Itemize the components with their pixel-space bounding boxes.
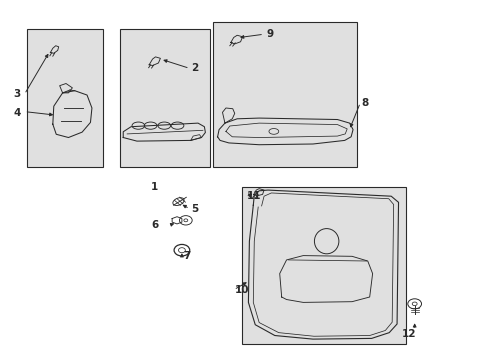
- Text: 2: 2: [190, 63, 198, 73]
- Bar: [212, 22, 356, 167]
- Text: 6: 6: [151, 220, 159, 230]
- Text: 12: 12: [401, 329, 416, 339]
- Text: 9: 9: [266, 29, 273, 39]
- Bar: [120, 29, 210, 167]
- Bar: [242, 187, 405, 344]
- Text: 7: 7: [183, 251, 190, 261]
- Text: 1: 1: [150, 182, 157, 192]
- Bar: [27, 29, 102, 167]
- Text: 5: 5: [190, 204, 198, 214]
- Text: 11: 11: [246, 191, 261, 201]
- Text: 3: 3: [14, 89, 21, 99]
- Text: 10: 10: [234, 285, 249, 295]
- Text: 8: 8: [361, 98, 368, 108]
- Text: 4: 4: [14, 108, 21, 118]
